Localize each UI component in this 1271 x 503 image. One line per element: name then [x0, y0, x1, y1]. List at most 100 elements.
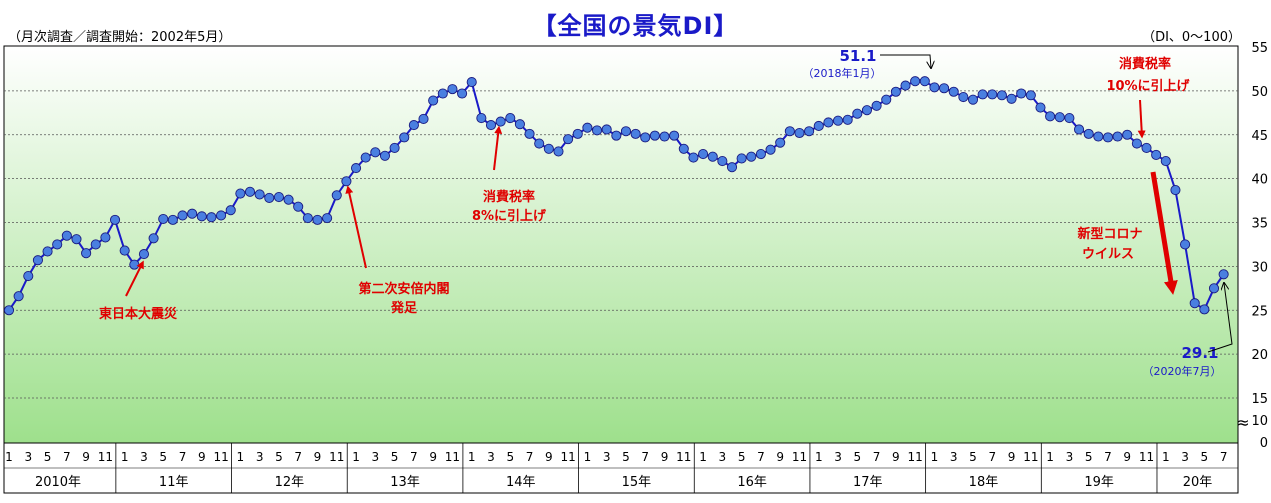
data-point	[1199, 304, 1210, 315]
data-point	[755, 149, 766, 160]
month-tick-label: 1	[815, 450, 823, 464]
data-point	[649, 130, 660, 141]
data-point	[61, 230, 72, 241]
data-point	[1045, 111, 1056, 122]
annotation-abe: 発足	[390, 300, 418, 316]
data-point	[322, 213, 333, 224]
data-point	[1054, 112, 1065, 123]
tax10-arrow	[1137, 99, 1146, 139]
data-point	[620, 126, 632, 137]
data-point	[1073, 124, 1085, 135]
data-point	[23, 270, 34, 282]
month-tick-label: 11	[213, 450, 228, 464]
month-tick-label: 1	[5, 450, 13, 464]
data-point	[1006, 93, 1017, 104]
data-point	[100, 232, 111, 243]
month-tick-label: 7	[294, 450, 302, 464]
month-tick-label: 3	[603, 450, 611, 464]
data-point	[418, 113, 429, 125]
month-tick-label: 9	[1123, 450, 1131, 464]
data-point	[524, 128, 535, 139]
month-tick-label: 9	[429, 450, 437, 464]
year-label: 14年	[506, 475, 536, 490]
data-point	[1093, 131, 1104, 142]
data-point	[1122, 129, 1133, 140]
data-point	[669, 130, 680, 141]
annotation-peak-value: 51.1	[839, 47, 876, 65]
data-point	[1064, 113, 1075, 124]
data-point	[534, 138, 545, 149]
data-point	[273, 192, 284, 203]
data-point	[302, 213, 313, 224]
month-tick-label: 1	[699, 450, 707, 464]
month-tick-label: 5	[969, 450, 977, 464]
year-label: 20年	[1183, 475, 1213, 490]
y-tick-label: 50	[1251, 85, 1268, 100]
data-point	[707, 151, 718, 162]
data-point	[81, 248, 92, 259]
year-label: 12年	[275, 475, 305, 490]
data-point	[514, 119, 525, 130]
y-tick-label: 25	[1251, 304, 1268, 319]
data-point	[1141, 142, 1152, 153]
data-point	[832, 115, 844, 126]
data-point	[466, 77, 477, 88]
data-point	[1035, 102, 1046, 113]
year-label: 19年	[1084, 475, 1114, 490]
month-tick-label: 11	[98, 450, 113, 464]
month-tick-label: 9	[661, 450, 669, 464]
month-tick-label: 11	[792, 450, 807, 464]
data-point	[630, 128, 641, 139]
year-label: 11年	[159, 475, 189, 490]
month-tick-label: 1	[1046, 450, 1054, 464]
data-point	[1102, 132, 1114, 143]
data-point	[1016, 88, 1027, 99]
data-point	[447, 84, 458, 95]
month-tick-label: 7	[410, 450, 418, 464]
month-tick-label: 11	[329, 450, 344, 464]
data-point	[765, 144, 776, 155]
annotation-tax10: 消費税率	[1119, 56, 1171, 72]
y-tick-label: 0	[1260, 436, 1268, 451]
y-tick-label: 20	[1251, 348, 1268, 363]
month-tick-label: 3	[1181, 450, 1189, 464]
data-point	[244, 186, 256, 197]
data-point	[659, 131, 670, 142]
month-tick-label: 1	[468, 450, 476, 464]
data-point	[919, 76, 930, 87]
annotation-latest-date: （2020年7月）	[1143, 364, 1222, 378]
chart-title: 【全国の景気DI】	[532, 12, 739, 40]
data-point	[389, 142, 400, 153]
month-tick-label: 5	[506, 450, 514, 464]
year-label: 18年	[969, 475, 999, 490]
month-tick-label: 5	[738, 450, 746, 464]
data-point	[235, 188, 246, 199]
data-point	[977, 89, 988, 100]
month-tick-label: 9	[1008, 450, 1016, 464]
data-point	[929, 82, 940, 93]
axis-break-mark: ≈	[1236, 413, 1249, 432]
abe-arrow	[345, 185, 367, 269]
month-tick-label: 3	[256, 450, 264, 464]
month-tick-label: 11	[445, 450, 460, 464]
peak-arrow	[880, 54, 931, 68]
data-point	[341, 176, 352, 187]
month-tick-label: 3	[1066, 450, 1074, 464]
data-point	[1083, 128, 1094, 139]
month-tick-label: 1	[121, 450, 129, 464]
month-tick-label: 3	[834, 450, 842, 464]
data-point	[1112, 131, 1123, 142]
unit-label: （DI、0～100）	[1142, 30, 1241, 45]
year-label: 2010年	[35, 475, 81, 490]
annotation-tax8: 消費税率	[483, 189, 535, 205]
year-label: 15年	[622, 475, 652, 490]
month-tick-label: 7	[1220, 450, 1228, 464]
month-tick-label: 5	[853, 450, 861, 464]
month-tick-label: 9	[82, 450, 90, 464]
data-point	[1218, 269, 1229, 280]
data-point	[1189, 298, 1200, 309]
data-point	[553, 146, 564, 157]
data-point	[167, 214, 178, 225]
data-point	[601, 124, 612, 135]
